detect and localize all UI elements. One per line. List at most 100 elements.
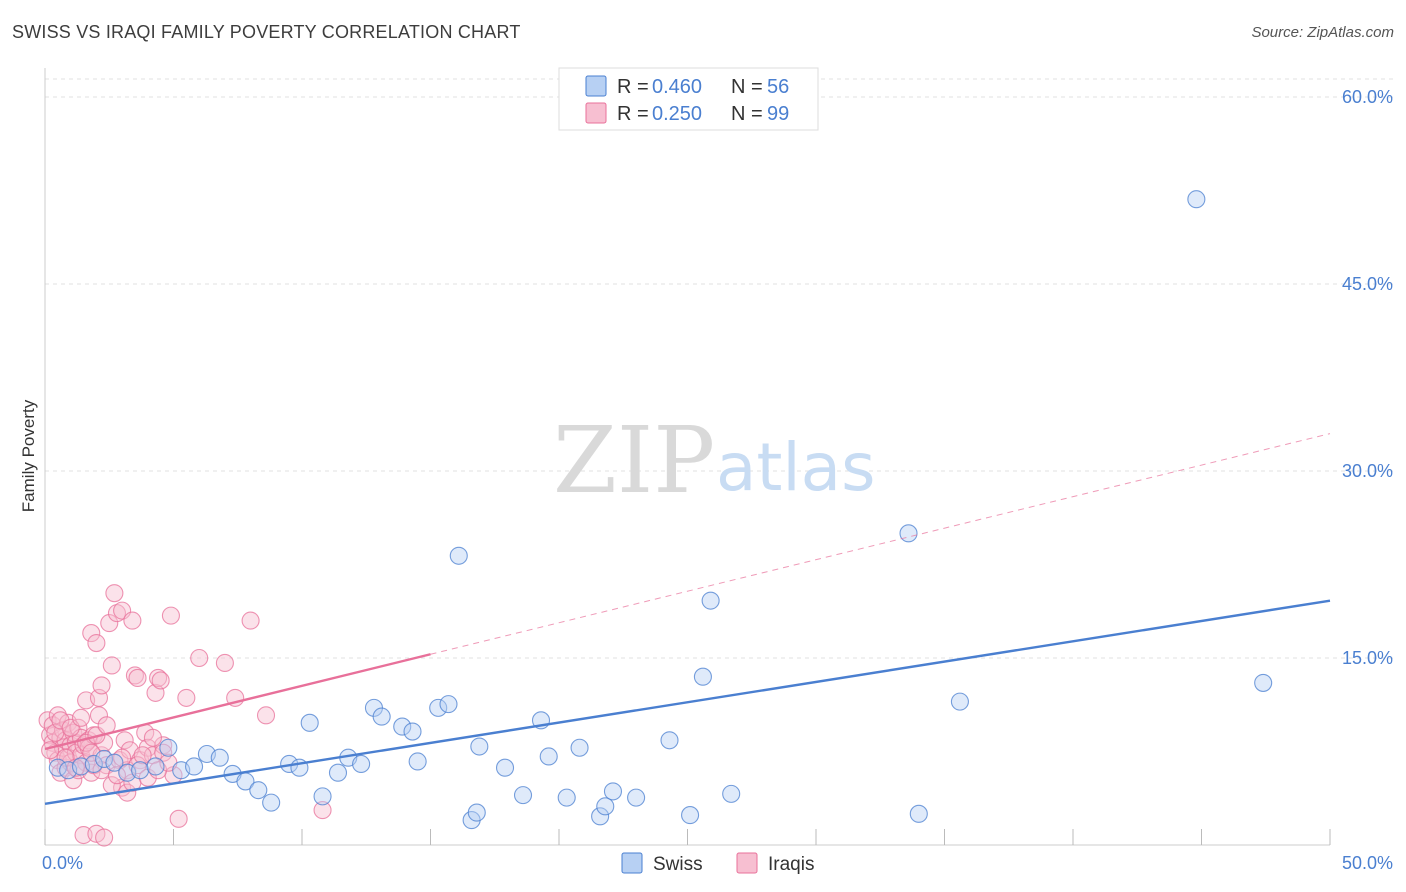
point-swiss	[591, 807, 610, 826]
point-iraqis	[169, 809, 188, 828]
point-swiss	[393, 717, 412, 736]
bottom-legend-label-iraqis: Iraqis	[768, 854, 814, 875]
watermark-atlas: atlas	[716, 429, 876, 506]
point-iraqis	[154, 736, 173, 755]
point-swiss	[467, 803, 486, 822]
y-tick-label: 30.0%	[1342, 461, 1393, 481]
point-iraqis	[82, 624, 101, 643]
point-iraqis	[102, 656, 121, 675]
point-swiss	[95, 749, 114, 769]
point-swiss	[899, 524, 918, 543]
point-swiss	[1187, 190, 1206, 209]
point-swiss	[372, 707, 391, 726]
point-swiss	[513, 786, 533, 805]
point-swiss	[570, 738, 589, 757]
legend-swatch-iraqis	[585, 102, 607, 124]
point-iraqis	[125, 666, 144, 685]
trend-line-iraqis	[44, 653, 431, 751]
point-swiss	[159, 738, 178, 757]
point-iraqis	[313, 801, 332, 820]
point-swiss	[449, 546, 468, 565]
chart-source: Source: ZipAtlas.com	[1251, 24, 1394, 41]
point-swiss	[210, 748, 229, 767]
legend-n-label: N =	[731, 76, 763, 98]
point-swiss	[596, 797, 615, 816]
point-swiss	[627, 788, 646, 807]
point-iraqis	[256, 706, 276, 725]
legend: R = 0.460 N = 56 R = 0.250 N = 99	[558, 67, 819, 131]
y-tick-label: 45.0%	[1342, 274, 1393, 294]
data-points	[38, 190, 1273, 847]
point-swiss	[660, 731, 679, 750]
watermark-zip: ZIP	[553, 407, 715, 514]
point-iraqis	[161, 606, 180, 625]
point-swiss	[681, 806, 700, 825]
trend-extension-iraqis	[430, 433, 1331, 655]
point-iraqis	[89, 706, 109, 725]
point-swiss	[249, 781, 268, 800]
point-swiss	[403, 722, 422, 741]
point-swiss	[146, 757, 165, 776]
y-tick-labels: 15.0% 30.0% 45.0% 60.0%	[1342, 87, 1393, 668]
point-iraqis	[100, 614, 119, 633]
point-swiss	[262, 793, 281, 812]
point-swiss	[470, 737, 489, 756]
point-iraqis	[107, 604, 127, 623]
point-swiss	[495, 758, 515, 777]
legend-r-label: R =	[617, 103, 649, 125]
point-swiss	[429, 698, 448, 717]
bottom-legend-swatch-swiss	[621, 852, 643, 874]
point-swiss	[328, 763, 348, 782]
legend-n-label: N =	[731, 103, 763, 125]
legend-swatch-swiss	[585, 75, 607, 97]
point-swiss	[439, 695, 458, 714]
legend-n-value-swiss: 56	[767, 76, 789, 98]
point-iraqis	[123, 611, 142, 630]
legend-n-value-iraqis: 99	[767, 103, 789, 125]
point-iraqis	[71, 708, 91, 727]
point-iraqis	[241, 611, 260, 630]
legend-r-label: R =	[617, 76, 649, 98]
point-swiss	[313, 787, 332, 806]
x-tick-label: 0.0%	[42, 853, 83, 873]
point-swiss	[722, 784, 741, 803]
point-iraqis	[128, 668, 147, 687]
y-tick-label: 15.0%	[1342, 648, 1393, 668]
x-tick-label: 50.0%	[1342, 853, 1393, 873]
point-swiss	[603, 782, 623, 801]
point-iraqis	[149, 668, 168, 687]
watermark: ZIP atlas	[553, 407, 876, 514]
bottom-legend-swatch-iraqis	[736, 852, 758, 874]
legend-r-value-swiss: 0.460	[652, 76, 702, 98]
grid-lines	[45, 78, 1393, 659]
trend-lines	[44, 433, 1331, 806]
point-swiss	[84, 754, 103, 774]
point-iraqis	[215, 653, 234, 673]
point-swiss	[105, 753, 124, 772]
point-iraqis	[51, 711, 70, 730]
point-swiss	[693, 667, 712, 686]
legend-r-value-iraqis: 0.250	[652, 103, 702, 125]
point-iraqis	[95, 828, 114, 847]
bottom-legend-label-swiss: Swiss	[653, 854, 703, 875]
y-tick-label: 60.0%	[1342, 87, 1393, 107]
point-iraqis	[190, 648, 209, 668]
point-iraqis	[105, 584, 124, 603]
point-iraqis	[133, 746, 152, 765]
point-iraqis	[143, 728, 162, 747]
point-iraqis	[151, 671, 170, 690]
point-swiss	[1254, 673, 1273, 692]
point-iraqis	[87, 633, 106, 653]
point-swiss	[185, 757, 204, 776]
point-swiss	[909, 804, 928, 823]
bottom-legend: Swiss Iraqis	[621, 852, 814, 875]
point-iraqis	[41, 741, 60, 760]
point-swiss	[352, 754, 371, 774]
point-swiss	[539, 747, 558, 766]
point-swiss	[950, 692, 969, 711]
point-iraqis	[128, 756, 147, 775]
point-swiss	[557, 788, 576, 807]
chart-title: SWISS VS IRAQI FAMILY POVERTY CORRELATIO…	[12, 22, 521, 42]
point-swiss	[131, 761, 150, 780]
